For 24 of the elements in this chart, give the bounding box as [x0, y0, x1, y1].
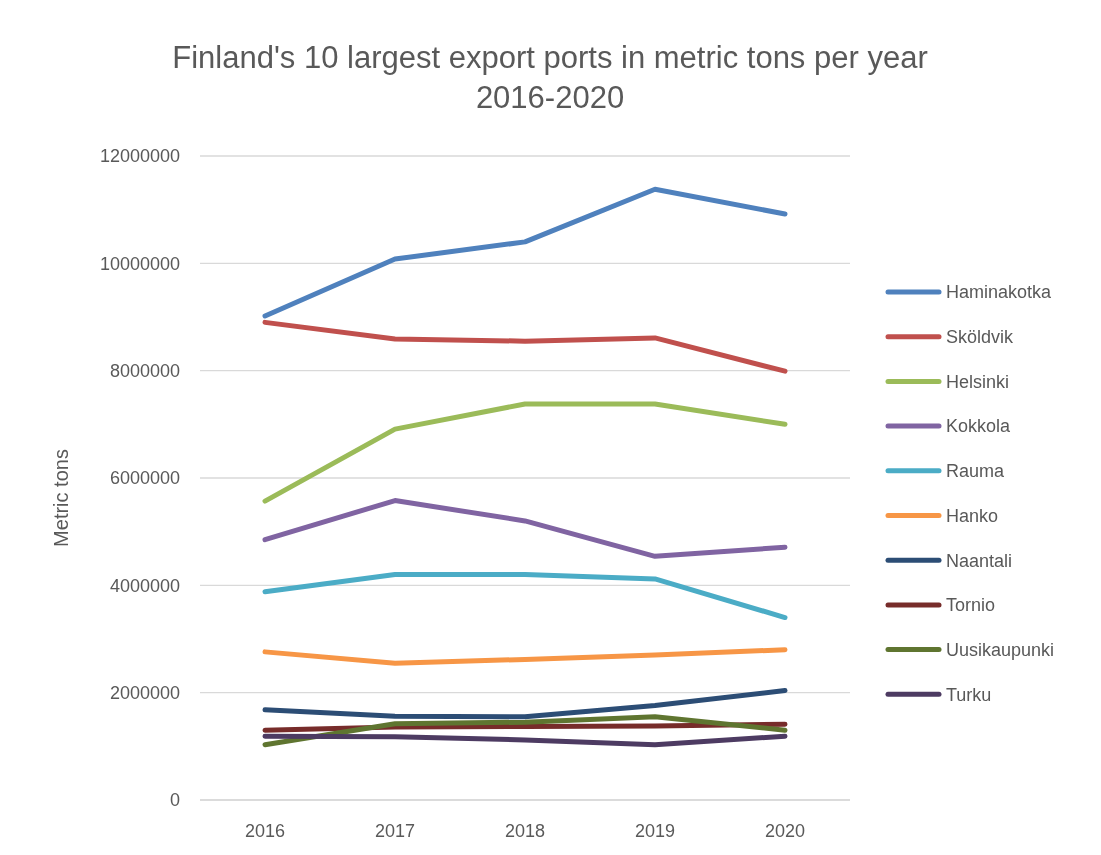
y-tick-label: 2000000 [109, 682, 180, 703]
legend-label: Turku [946, 684, 992, 705]
legend-label: Tornio [946, 595, 996, 616]
legend-label: Rauma [946, 461, 1006, 482]
y-axis-title: Metric tons [50, 449, 72, 547]
y-tick-label: 8000000 [109, 360, 180, 381]
y-tick-label: 10000000 [99, 253, 180, 274]
legend-label: Haminakotka [946, 282, 1053, 303]
x-tick-label: 2016 [244, 821, 286, 841]
x-tick-label: 2018 [504, 821, 546, 841]
y-tick-label: 6000000 [109, 468, 180, 489]
legend-label: Sköldvik [946, 327, 1015, 347]
x-tick-label: 2020 [764, 821, 806, 841]
legend-label: Uusikaupunki [946, 639, 1055, 660]
y-tick-label: 0 [169, 790, 180, 811]
legend-label: Hanko [946, 505, 999, 526]
y-tick-label: 12000000 [99, 146, 180, 167]
legend-label: Helsinki [946, 371, 1010, 392]
x-tick-label: 2019 [634, 821, 676, 841]
chart-title: Finland's 10 largest export ports in metric tons per year 2016-2020 [172, 40, 928, 115]
x-tick-label: 2017 [374, 821, 416, 841]
legend-label: Kokkola [946, 416, 1012, 437]
y-tick-label: 4000000 [109, 575, 180, 596]
legend-label: Naantali [946, 550, 1013, 571]
